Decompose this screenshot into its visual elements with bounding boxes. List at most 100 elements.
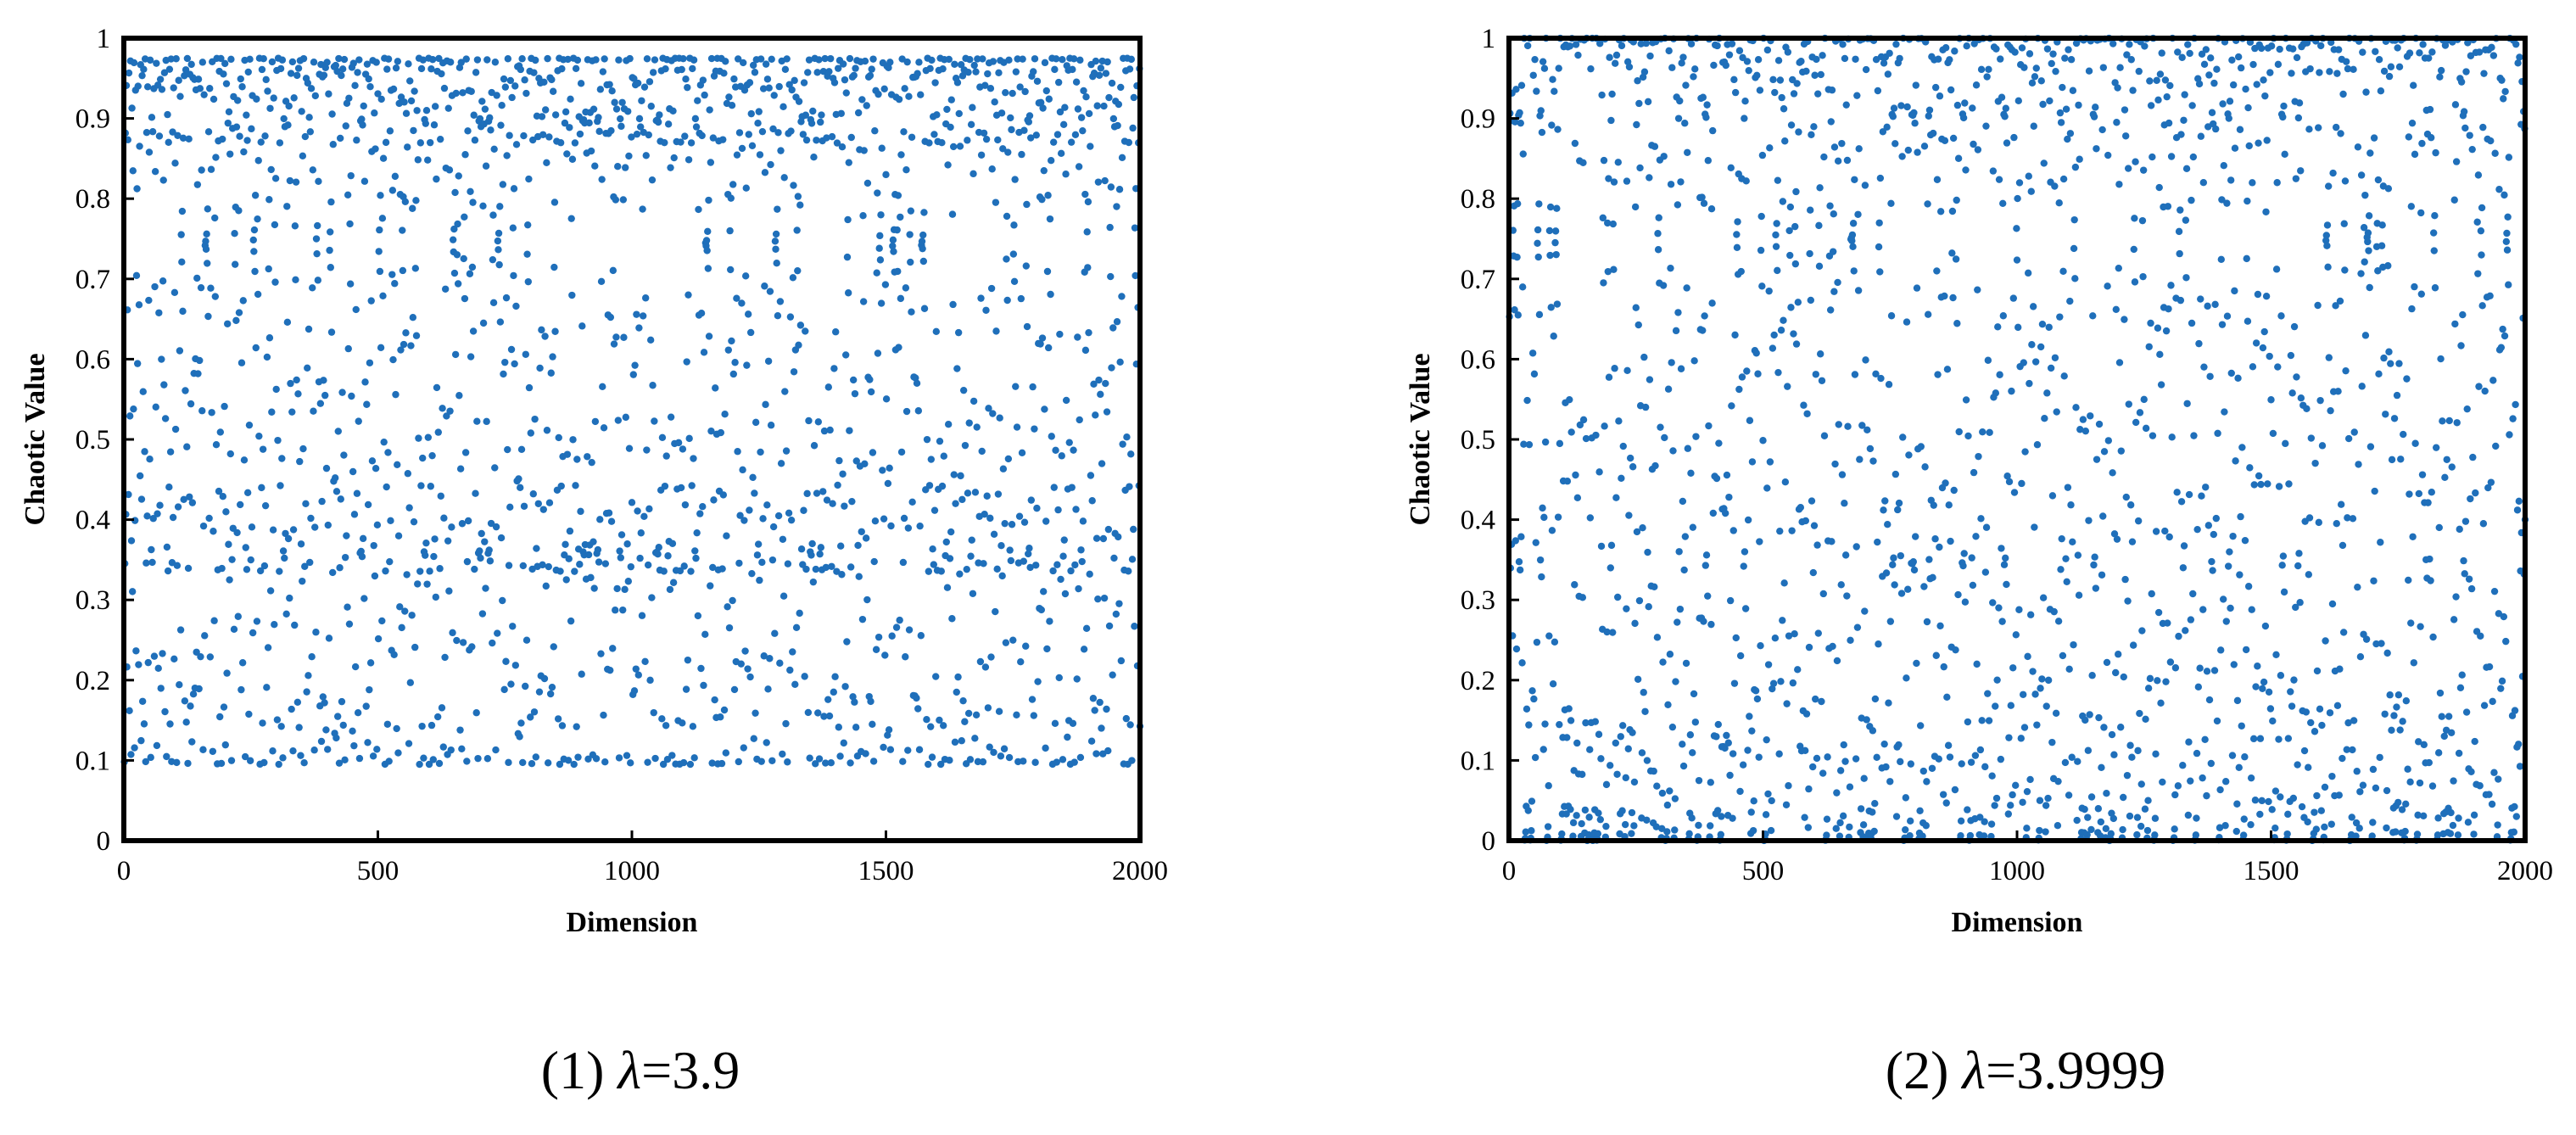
data-point xyxy=(889,236,897,244)
data-point xyxy=(461,449,470,456)
data-point xyxy=(1897,102,1905,109)
data-point xyxy=(2375,370,2383,378)
data-point xyxy=(1021,87,1029,96)
data-point xyxy=(595,127,603,136)
data-point xyxy=(270,94,277,102)
data-point xyxy=(689,723,697,730)
data-point xyxy=(297,540,305,548)
data-point xyxy=(215,487,223,495)
data-point xyxy=(1792,340,1801,348)
data-point xyxy=(584,453,591,461)
data-point xyxy=(2254,290,2262,299)
data-point xyxy=(1618,722,1627,730)
data-point xyxy=(1572,471,1579,479)
data-point xyxy=(851,698,858,706)
data-point xyxy=(412,197,420,204)
data-point xyxy=(271,621,278,629)
data-point xyxy=(1017,294,1025,303)
data-point xyxy=(2267,396,2275,404)
data-point xyxy=(238,83,246,91)
data-point xyxy=(1029,383,1037,391)
data-point xyxy=(2141,42,2149,50)
data-point xyxy=(196,85,204,92)
data-point xyxy=(2457,342,2465,349)
data-point xyxy=(332,488,341,495)
data-point xyxy=(1631,619,1639,628)
data-point xyxy=(2498,677,2506,685)
data-point xyxy=(2129,641,2137,649)
data-point xyxy=(1042,87,1050,95)
data-point xyxy=(1782,801,1791,808)
data-point xyxy=(1566,395,1573,404)
data-point xyxy=(1130,525,1137,534)
data-point xyxy=(1972,533,1980,540)
data-point xyxy=(1757,246,1765,254)
data-point xyxy=(1644,548,1651,556)
data-point xyxy=(1009,636,1017,644)
data-point xyxy=(1539,58,1547,65)
data-point xyxy=(256,567,265,575)
data-point xyxy=(2033,441,2042,449)
data-point xyxy=(2242,85,2249,93)
data-point xyxy=(2102,825,2110,833)
data-point xyxy=(617,122,625,131)
data-point xyxy=(499,596,506,605)
data-point xyxy=(569,436,577,444)
data-point xyxy=(2030,122,2037,130)
data-point xyxy=(1708,126,1717,135)
data-point xyxy=(782,719,790,728)
data-point xyxy=(802,136,811,144)
data-point xyxy=(2218,196,2226,204)
data-point xyxy=(143,512,151,520)
data-point xyxy=(931,79,939,87)
data-point xyxy=(2414,811,2422,819)
data-point xyxy=(915,59,923,66)
data-point xyxy=(301,132,310,141)
data-point xyxy=(314,221,321,230)
data-point xyxy=(1975,452,1982,461)
data-point xyxy=(320,71,328,79)
data-point xyxy=(424,156,432,164)
data-point xyxy=(1062,171,1070,178)
data-point xyxy=(133,185,141,193)
data-point xyxy=(375,248,383,255)
data-point xyxy=(2354,143,2362,151)
data-point xyxy=(1707,822,1714,830)
data-point xyxy=(432,593,439,601)
data-point xyxy=(682,685,690,693)
data-point xyxy=(2256,735,2265,742)
data-point xyxy=(201,632,209,640)
data-point xyxy=(805,417,813,425)
data-point xyxy=(1819,769,1827,777)
data-point xyxy=(2005,478,2014,486)
data-point xyxy=(165,484,173,491)
data-point xyxy=(508,93,516,102)
data-point xyxy=(1936,208,1945,215)
data-point xyxy=(1864,426,1871,434)
data-point xyxy=(312,629,320,636)
data-point xyxy=(1082,624,1091,633)
data-point xyxy=(2429,633,2437,641)
data-point xyxy=(1780,579,1788,587)
data-point xyxy=(2406,778,2414,786)
data-point xyxy=(2429,229,2438,237)
data-point xyxy=(1100,594,1109,602)
data-point xyxy=(908,308,915,316)
data-point xyxy=(386,557,394,566)
data-point xyxy=(237,685,245,694)
data-point xyxy=(2197,295,2204,303)
data-point xyxy=(2139,272,2147,281)
data-point xyxy=(183,54,192,63)
data-point xyxy=(1886,49,1893,57)
data-point xyxy=(2466,131,2473,139)
data-point xyxy=(1092,750,1100,758)
data-point xyxy=(2218,321,2227,328)
data-point xyxy=(377,192,384,199)
data-point xyxy=(2480,702,2489,709)
data-point xyxy=(1068,484,1076,491)
data-point xyxy=(1757,641,1764,650)
data-point xyxy=(2359,48,2366,56)
data-point xyxy=(2356,653,2365,661)
data-point xyxy=(1051,719,1059,728)
data-point xyxy=(1042,517,1050,525)
